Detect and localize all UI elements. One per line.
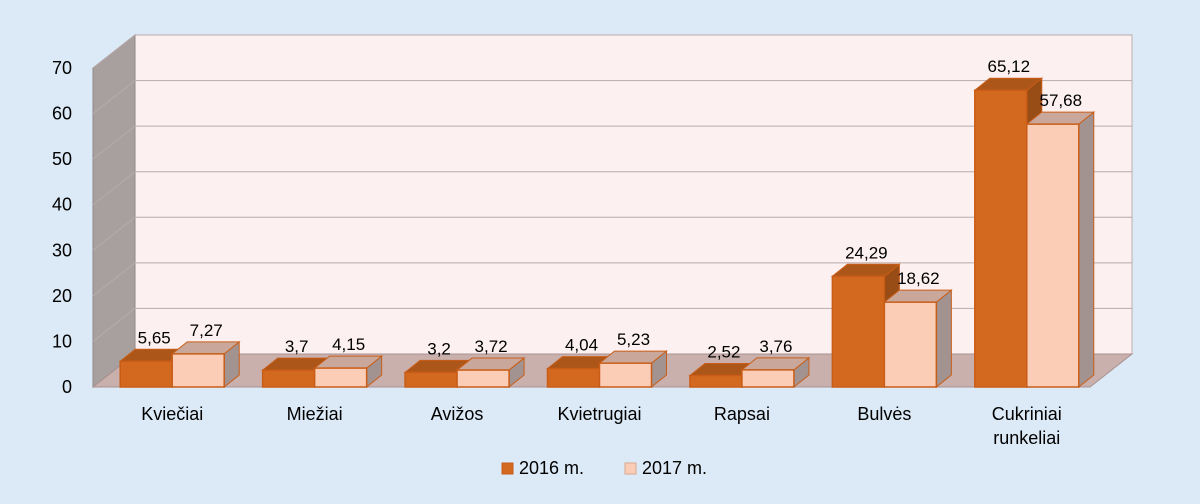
y-tick-label: 40 (52, 195, 72, 215)
y-tick-label: 50 (52, 149, 72, 169)
bar (689, 374, 743, 388)
data-label: 3,2 (427, 339, 451, 358)
gridline (92, 125, 1132, 160)
bar-side (1078, 111, 1095, 389)
side-wall (92, 33, 136, 389)
y-tick-label: 30 (52, 240, 72, 260)
bar (546, 367, 601, 388)
legend-swatch (501, 462, 514, 475)
gridline (92, 34, 1132, 69)
data-label: 4,04 (565, 336, 598, 355)
data-label: 3,76 (759, 337, 792, 356)
x-category-label: runkeliai (993, 428, 1060, 448)
x-category-label: Bulvės (857, 404, 911, 424)
data-label: 57,68 (1040, 91, 1083, 110)
bar (598, 362, 653, 388)
bar (974, 89, 1028, 388)
gridline (92, 80, 1132, 114)
bar (171, 353, 225, 388)
gridline (92, 307, 1132, 342)
back-wall (134, 34, 1133, 355)
data-label: 7,27 (190, 321, 223, 340)
y-tick-label: 0 (62, 377, 72, 397)
x-category-label: Avižos (431, 404, 484, 424)
legend-label: 2016 m. (519, 458, 584, 478)
bar (741, 369, 795, 388)
data-label: 18,62 (897, 269, 940, 288)
data-label: 3,7 (285, 337, 309, 356)
bar (119, 360, 173, 388)
x-category-label: Cukriniai (992, 404, 1062, 424)
legend-swatch (624, 462, 637, 475)
legend-label: 2017 m. (642, 458, 707, 478)
y-tick-label: 60 (52, 104, 72, 124)
data-label: 4,15 (332, 335, 365, 354)
data-label: 5,23 (617, 330, 650, 349)
bar (1026, 123, 1080, 388)
data-label: 3,72 (475, 337, 508, 356)
x-category-label: Miežiai (287, 404, 343, 424)
y-tick-label: 70 (52, 58, 72, 78)
y-tick-label: 10 (52, 331, 72, 351)
gridline (92, 262, 1132, 297)
bar-side (935, 289, 952, 389)
x-category-label: Rapsai (714, 404, 770, 424)
data-label: 5,65 (138, 328, 171, 347)
data-label: 24,29 (845, 243, 888, 262)
bar (261, 369, 316, 388)
bar (883, 301, 938, 388)
x-category-label: Kvietrugiai (557, 404, 641, 424)
gridline (92, 171, 1132, 206)
y-tick-label: 20 (52, 286, 72, 306)
x-category-label: Kviečiai (141, 404, 203, 424)
bar (456, 369, 510, 388)
bar (404, 371, 458, 388)
bar (831, 275, 886, 388)
data-label: 2,52 (707, 343, 740, 362)
data-label: 65,12 (988, 57, 1031, 76)
gridline (92, 216, 1132, 251)
bar (313, 367, 368, 388)
